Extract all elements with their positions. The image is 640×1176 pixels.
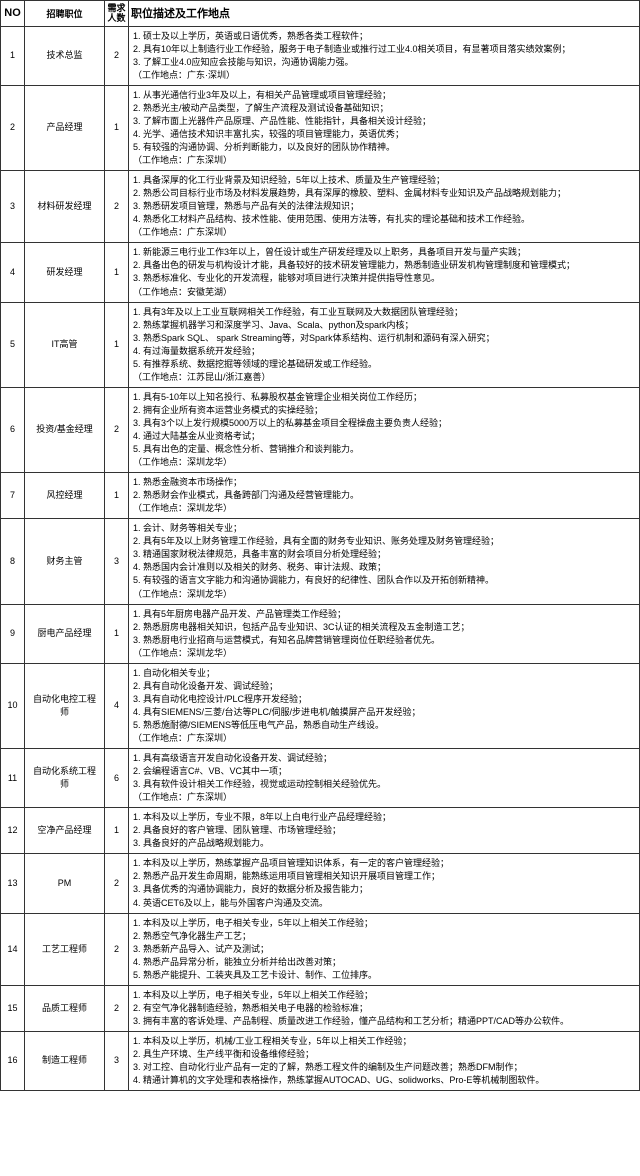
cell-position: 制造工程师 bbox=[25, 1031, 105, 1090]
cell-desc: 1. 具有高级语言开发自动化设备开发、调试经验； 2. 会编程语言C#、VB、V… bbox=[129, 749, 640, 808]
header-desc: 职位描述及工作地点 bbox=[129, 1, 640, 27]
cell-no: 1 bbox=[1, 26, 25, 85]
table-row: 2产品经理11. 从事光通信行业3年及以上，有相关产品管理或项目管理经验； 2.… bbox=[1, 85, 640, 170]
cell-desc: 1. 本科及以上学历，专业不限，8年以上白电行业产品经理经验； 2. 具备良好的… bbox=[129, 808, 640, 854]
cell-desc: 1. 本科及以上学历，熟练掌握产品项目管理知识体系，有一定的客户管理经验； 2.… bbox=[129, 854, 640, 913]
cell-desc: 1. 新能源三电行业工作3年以上，曾任设计或生产研发经理及以上职务，具备项目开发… bbox=[129, 243, 640, 302]
cell-position: 技术总监 bbox=[25, 26, 105, 85]
cell-count: 2 bbox=[105, 387, 129, 472]
cell-desc: 1. 硕士及以上学历，英语或日语优秀，熟悉各类工程软件； 2. 具有10年以上制… bbox=[129, 26, 640, 85]
cell-position: 工艺工程师 bbox=[25, 913, 105, 985]
cell-desc: 1. 具有5年厨房电器产品开发、产品管理类工作经验； 2. 熟悉厨房电器相关知识… bbox=[129, 604, 640, 663]
cell-position: 品质工程师 bbox=[25, 985, 105, 1031]
table-row: 13PM21. 本科及以上学历，熟练掌握产品项目管理知识体系，有一定的客户管理经… bbox=[1, 854, 640, 913]
table-row: 15品质工程师21. 本科及以上学历，电子相关专业，5年以上相关工作经验； 2.… bbox=[1, 985, 640, 1031]
cell-position: 自动化电控工程师 bbox=[25, 663, 105, 748]
table-row: 11自动化系统工程师61. 具有高级语言开发自动化设备开发、调试经验； 2. 会… bbox=[1, 749, 640, 808]
table-row: 9厨电产品经理11. 具有5年厨房电器产品开发、产品管理类工作经验； 2. 熟悉… bbox=[1, 604, 640, 663]
table-row: 3材料研发经理21. 具备深厚的化工行业背景及知识经验，5年以上技术、质量及生产… bbox=[1, 171, 640, 243]
header-row: NO 招聘职位 需求 人数 职位描述及工作地点 bbox=[1, 1, 640, 27]
cell-desc: 1. 具备深厚的化工行业背景及知识经验，5年以上技术、质量及生产管理经验； 2.… bbox=[129, 171, 640, 243]
cell-position: 材料研发经理 bbox=[25, 171, 105, 243]
header-count: 需求 人数 bbox=[105, 1, 129, 27]
cell-position: PM bbox=[25, 854, 105, 913]
cell-position: 投资/基金经理 bbox=[25, 387, 105, 472]
cell-count: 2 bbox=[105, 913, 129, 985]
table-row: 4研发经理11. 新能源三电行业工作3年以上，曾任设计或生产研发经理及以上职务，… bbox=[1, 243, 640, 302]
cell-count: 1 bbox=[105, 243, 129, 302]
table-row: 6投资/基金经理21. 具有5-10年以上知名投行、私募股权基金管理企业相关岗位… bbox=[1, 387, 640, 472]
cell-no: 13 bbox=[1, 854, 25, 913]
cell-no: 7 bbox=[1, 473, 25, 519]
cell-desc: 1. 具有3年及以上工业互联网相关工作经验，有工业互联网及大数据团队管理经验； … bbox=[129, 302, 640, 387]
table-row: 12空净产品经理11. 本科及以上学历，专业不限，8年以上白电行业产品经理经验；… bbox=[1, 808, 640, 854]
cell-count: 1 bbox=[105, 808, 129, 854]
cell-position: 厨电产品经理 bbox=[25, 604, 105, 663]
cell-no: 3 bbox=[1, 171, 25, 243]
cell-no: 10 bbox=[1, 663, 25, 748]
header-no: NO bbox=[1, 1, 25, 27]
table-row: 7风控经理11. 熟悉金融资本市场操作； 2. 熟悉财会作业模式，具备跨部门沟通… bbox=[1, 473, 640, 519]
cell-count: 1 bbox=[105, 85, 129, 170]
cell-no: 2 bbox=[1, 85, 25, 170]
cell-desc: 1. 本科及以上学历，机械/工业工程相关专业，5年以上相关工作经验； 2. 具生… bbox=[129, 1031, 640, 1090]
cell-desc: 1. 自动化相关专业； 2. 具有自动化设备开发、调试经验； 3. 具有自动化电… bbox=[129, 663, 640, 748]
cell-desc: 1. 本科及以上学历，电子相关专业，5年以上相关工作经验； 2. 熟悉空气净化器… bbox=[129, 913, 640, 985]
cell-desc: 1. 会计、财务等相关专业； 2. 具有5年及以上财务管理工作经验，具有全面的财… bbox=[129, 519, 640, 604]
cell-no: 4 bbox=[1, 243, 25, 302]
cell-count: 3 bbox=[105, 1031, 129, 1090]
cell-position: 空净产品经理 bbox=[25, 808, 105, 854]
cell-no: 12 bbox=[1, 808, 25, 854]
cell-count: 4 bbox=[105, 663, 129, 748]
cell-count: 2 bbox=[105, 171, 129, 243]
cell-no: 16 bbox=[1, 1031, 25, 1090]
cell-no: 6 bbox=[1, 387, 25, 472]
cell-position: 风控经理 bbox=[25, 473, 105, 519]
cell-no: 15 bbox=[1, 985, 25, 1031]
cell-no: 11 bbox=[1, 749, 25, 808]
cell-no: 5 bbox=[1, 302, 25, 387]
cell-no: 14 bbox=[1, 913, 25, 985]
cell-count: 1 bbox=[105, 302, 129, 387]
cell-desc: 1. 从事光通信行业3年及以上，有相关产品管理或项目管理经验； 2. 熟悉光主/… bbox=[129, 85, 640, 170]
cell-desc: 1. 熟悉金融资本市场操作； 2. 熟悉财会作业模式，具备跨部门沟通及经营管理能… bbox=[129, 473, 640, 519]
table-row: 8财务主管31. 会计、财务等相关专业； 2. 具有5年及以上财务管理工作经验，… bbox=[1, 519, 640, 604]
table-row: 1技术总监21. 硕士及以上学历，英语或日语优秀，熟悉各类工程软件； 2. 具有… bbox=[1, 26, 640, 85]
cell-no: 9 bbox=[1, 604, 25, 663]
table-row: 5IT高管11. 具有3年及以上工业互联网相关工作经验，有工业互联网及大数据团队… bbox=[1, 302, 640, 387]
cell-desc: 1. 具有5-10年以上知名投行、私募股权基金管理企业相关岗位工作经历； 2. … bbox=[129, 387, 640, 472]
job-table: NO 招聘职位 需求 人数 职位描述及工作地点 1技术总监21. 硕士及以上学历… bbox=[0, 0, 640, 1091]
cell-position: IT高管 bbox=[25, 302, 105, 387]
cell-count: 1 bbox=[105, 604, 129, 663]
cell-count: 2 bbox=[105, 26, 129, 85]
cell-position: 产品经理 bbox=[25, 85, 105, 170]
cell-position: 研发经理 bbox=[25, 243, 105, 302]
cell-no: 8 bbox=[1, 519, 25, 604]
table-row: 14工艺工程师21. 本科及以上学历，电子相关专业，5年以上相关工作经验； 2.… bbox=[1, 913, 640, 985]
table-row: 10自动化电控工程师41. 自动化相关专业； 2. 具有自动化设备开发、调试经验… bbox=[1, 663, 640, 748]
header-position: 招聘职位 bbox=[25, 1, 105, 27]
cell-count: 6 bbox=[105, 749, 129, 808]
cell-count: 2 bbox=[105, 854, 129, 913]
cell-count: 3 bbox=[105, 519, 129, 604]
cell-position: 财务主管 bbox=[25, 519, 105, 604]
cell-desc: 1. 本科及以上学历，电子相关专业，5年以上相关工作经验； 2. 有空气净化器制… bbox=[129, 985, 640, 1031]
cell-count: 1 bbox=[105, 473, 129, 519]
cell-count: 2 bbox=[105, 985, 129, 1031]
table-row: 16制造工程师31. 本科及以上学历，机械/工业工程相关专业，5年以上相关工作经… bbox=[1, 1031, 640, 1090]
cell-position: 自动化系统工程师 bbox=[25, 749, 105, 808]
